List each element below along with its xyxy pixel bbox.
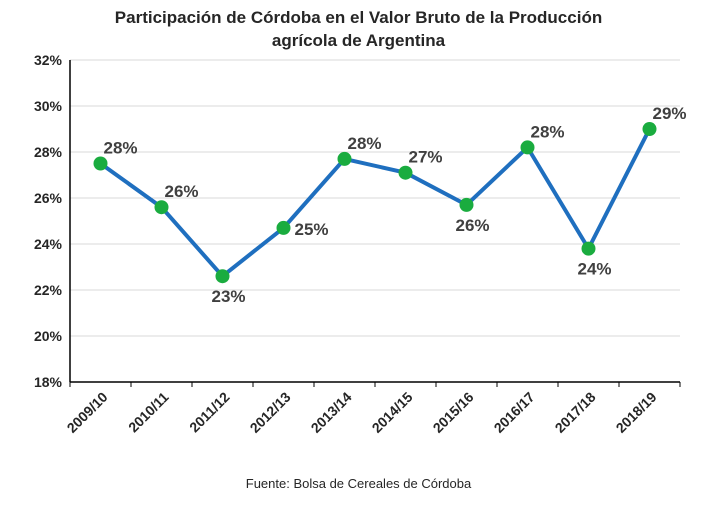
- x-tick-label: 2013/14: [308, 389, 355, 436]
- source-note: Fuente: Bolsa de Cereales de Córdoba: [245, 476, 472, 491]
- chart-title-line1: Participación de Córdoba en el Valor Bru…: [114, 8, 603, 27]
- data-label: 23%: [211, 287, 245, 306]
- x-tick-label: 2012/13: [247, 389, 294, 436]
- x-tick-label: 2016/17: [491, 389, 538, 436]
- x-tick-label: 2009/10: [64, 389, 111, 436]
- data-point: [459, 197, 474, 212]
- data-point: [398, 165, 413, 180]
- data-point: [154, 200, 169, 215]
- x-tick-label: 2018/19: [613, 389, 660, 436]
- data-label: 24%: [577, 260, 611, 279]
- data-label: 26%: [164, 182, 198, 201]
- data-point: [215, 269, 230, 284]
- x-tick-label: 2011/12: [186, 389, 233, 436]
- data-point: [642, 122, 657, 136]
- series-line: [99, 128, 652, 279]
- data-label: 28%: [103, 139, 137, 158]
- x-tick-label: 2014/15: [369, 389, 416, 436]
- data-point: [581, 241, 596, 256]
- y-tick-label: 28%: [34, 144, 63, 160]
- y-tick-label: 32%: [34, 52, 63, 68]
- y-tick-label: 20%: [34, 328, 63, 344]
- x-tick-label: 2015/16: [430, 389, 477, 436]
- data-label: 25%: [294, 220, 328, 239]
- data-point: [276, 220, 291, 235]
- data-label: 28%: [530, 122, 564, 141]
- y-tick-label: 30%: [34, 98, 63, 114]
- y-tick-label: 26%: [34, 190, 63, 206]
- data-label: 27%: [408, 148, 442, 167]
- chart-title: Participación de Córdoba en el Valor Bru…: [0, 6, 717, 52]
- data-point: [337, 151, 352, 166]
- y-tick-label: 22%: [34, 282, 63, 298]
- data-label: 29%: [652, 104, 686, 123]
- y-tick-label: 18%: [34, 374, 63, 390]
- data-point: [520, 140, 535, 155]
- data-label: 28%: [347, 134, 381, 153]
- chart-title-line2: agrícola de Argentina: [271, 31, 446, 50]
- x-tick-label: 2017/18: [552, 389, 599, 436]
- data-point: [93, 156, 108, 171]
- x-tick-label: 2010/11: [125, 389, 172, 436]
- data-label: 26%: [455, 216, 489, 235]
- y-tick-label: 24%: [34, 236, 63, 252]
